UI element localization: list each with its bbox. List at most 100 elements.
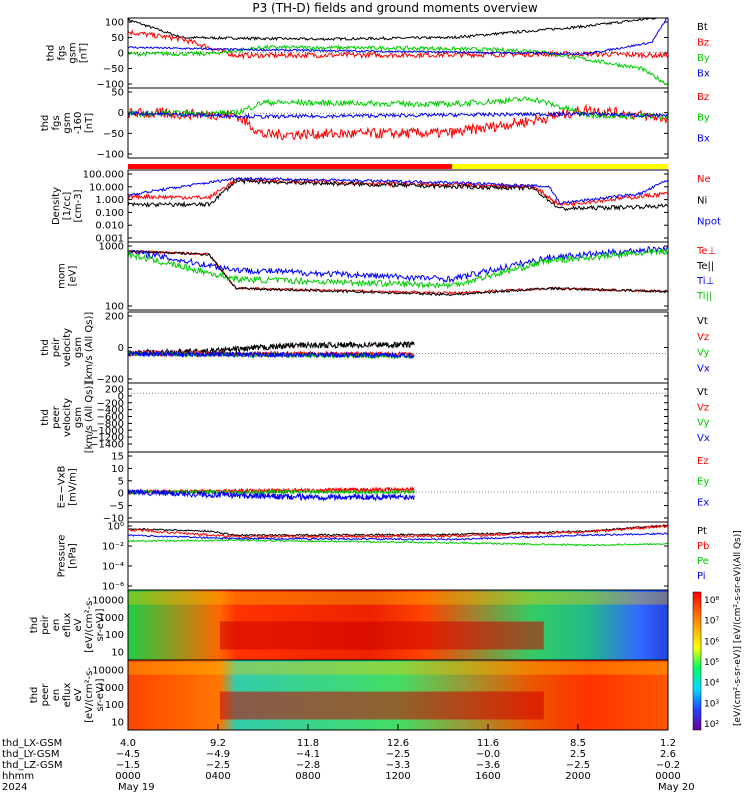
series-Te-line xyxy=(127,249,669,295)
series-Bz-line xyxy=(127,29,669,60)
y-axis-label-line: E=−VxB xyxy=(57,466,68,509)
legend-label-1: By xyxy=(697,113,710,124)
legend-label-1: Ni xyxy=(697,195,707,206)
heatmap-band xyxy=(219,691,544,720)
y-axis-label-line: thd xyxy=(29,617,40,634)
y-tick-label: 10⁻⁴ xyxy=(102,562,124,573)
series-Bx-line xyxy=(127,17,668,56)
y-tick-label: −200 xyxy=(97,398,124,409)
y-axis-label-line: gsm xyxy=(73,337,84,358)
y-axis-label-line: [eV/(cm²-s- xyxy=(84,667,95,723)
y-axis-label: thdpeervelocitygsm[km/s (All Qs)] xyxy=(40,382,95,454)
x-row-label: thd_LZ-GSM xyxy=(2,760,63,771)
y-tick-label: 200 xyxy=(105,312,124,323)
y-tick-label: 1000 xyxy=(99,613,124,624)
y-axis-label-line: sr-eV)] xyxy=(95,608,106,641)
x-row-value: 11.8 xyxy=(297,738,319,749)
legend-label-2: Vy xyxy=(697,418,710,429)
y-tick-label: 100 xyxy=(105,302,124,313)
series-Bx-line xyxy=(127,110,669,120)
series-Pi-line xyxy=(127,532,669,541)
y-tick-label: 10000 xyxy=(92,666,124,677)
y-tick-label: 5 xyxy=(118,476,124,487)
colorbar-tick: 10² xyxy=(704,720,719,730)
series-By-line xyxy=(127,96,669,121)
y-axis-label-line: [cm-3] xyxy=(73,189,84,222)
colorbar-tick: 10⁸ xyxy=(704,596,719,606)
series-Npot-line xyxy=(127,176,669,206)
legend-label-3: Pi xyxy=(697,571,706,582)
y-axis-label-line: [1/cc] xyxy=(62,192,73,221)
y-tick-label: −400 xyxy=(97,405,124,416)
legend-label-0: Te⊥ xyxy=(696,246,716,257)
y-tick-label: 0 xyxy=(118,489,124,500)
x-end-date: May 20 xyxy=(658,782,695,793)
y-axis-label-line: sr-eV)] xyxy=(95,678,106,711)
y-axis-label-line: eflux xyxy=(62,613,73,638)
legend-label-2: Bx xyxy=(697,133,710,144)
legend-label-1: Vz xyxy=(697,402,709,413)
x-row-value: −0.2 xyxy=(656,760,680,771)
y-tick-label: 0 xyxy=(118,391,124,402)
legend-label-0: Vt xyxy=(697,316,708,327)
y-tick-label: 200 xyxy=(105,385,124,396)
y-tick-label: −50 xyxy=(103,64,124,75)
x-row-label: thd_LY-GSM xyxy=(2,749,59,760)
series-Ti-line xyxy=(127,245,669,284)
series-Pb-line xyxy=(127,524,669,539)
panel-fgs_gsm_despun: thdfgsgsm-160[nT] 50 0 −50 −100 Bz By Bx xyxy=(40,87,710,161)
panel-fgs_gsm_nT: thdfgsgsm[nT] 100 50 0 −50 −100 Bt Bz By Bx xyxy=(46,17,710,91)
x-row-value: −1.5 xyxy=(116,760,140,771)
colorbar-tick: 10⁷ xyxy=(704,617,719,627)
x-axis-labels: thd_LX-GSM 4.0 9.2 11.8 12.6 11.6 8.5 1.2 thd_LY… xyxy=(2,724,695,793)
colorbar-label: [eV/(cm²-s-sr-eV)] [eV/(cm²-s-sr-eV)(All… xyxy=(733,530,743,726)
legend-label-0: Vt xyxy=(697,387,708,398)
y-tick-label: −1200 xyxy=(90,433,124,444)
y-axis-label-line: Pressure xyxy=(57,535,68,578)
y-axis-label-line: thd xyxy=(40,339,51,356)
legend-label-3: Ti|| xyxy=(696,291,712,302)
series-Ni-line xyxy=(127,178,669,212)
x-row-value: 0000 xyxy=(115,771,140,782)
x-row-value: 8.5 xyxy=(570,738,586,749)
y-axis-label-line: fgs xyxy=(51,115,62,130)
legend-label-2: Vy xyxy=(697,348,710,359)
colorbar-scale xyxy=(692,591,702,731)
y-axis-label-line: velocity xyxy=(62,328,73,367)
y-axis-label-line: eflux xyxy=(62,683,73,708)
panel-frame xyxy=(127,451,669,523)
y-tick-label: 0.010 xyxy=(95,221,124,232)
legend-label-1: Pb xyxy=(697,541,709,552)
y-tick-label: 10⁻² xyxy=(102,542,124,553)
y-axis-label-line: thd xyxy=(46,45,57,62)
panel-frame xyxy=(127,311,669,384)
x-row-value: −4.9 xyxy=(206,749,230,760)
panel-frame xyxy=(127,87,669,159)
y-tick-label: 100 xyxy=(105,18,124,29)
x-row-value: 1600 xyxy=(475,771,500,782)
x-row-value: 0000 xyxy=(655,771,680,782)
x-row-value: 1200 xyxy=(385,771,410,782)
legend-label-2: Ti⊥ xyxy=(696,276,714,287)
y-tick-label: −100 xyxy=(97,150,124,161)
legend-label-2: Pe xyxy=(697,556,709,567)
legend-label-3: Bx xyxy=(697,69,710,80)
y-axis-label-line: eV xyxy=(73,618,84,631)
y-tick-label: 0.100 xyxy=(95,208,124,219)
legend-label-0: Ne xyxy=(697,174,711,185)
y-axis-label-line: [nT] xyxy=(79,43,90,63)
y-axis-label-line: peir xyxy=(40,614,51,634)
y-axis-label: Density[1/cc][cm-3] xyxy=(51,187,84,225)
x-row-value: 9.2 xyxy=(210,738,226,749)
series-Ex-line xyxy=(127,488,415,502)
y-axis-label-line: thd xyxy=(29,687,40,704)
x-row-value: 0800 xyxy=(295,771,320,782)
y-tick-label: 50 xyxy=(111,88,124,99)
y-axis-label-line: gsm xyxy=(73,407,84,428)
y-tick-label: 15 xyxy=(111,452,124,463)
y-tick-label: 100 xyxy=(105,700,124,711)
y-tick-label: 10 xyxy=(111,718,124,729)
legend-label-1: Ey xyxy=(697,477,709,488)
colorbar-tick: 10⁶ xyxy=(704,637,719,647)
